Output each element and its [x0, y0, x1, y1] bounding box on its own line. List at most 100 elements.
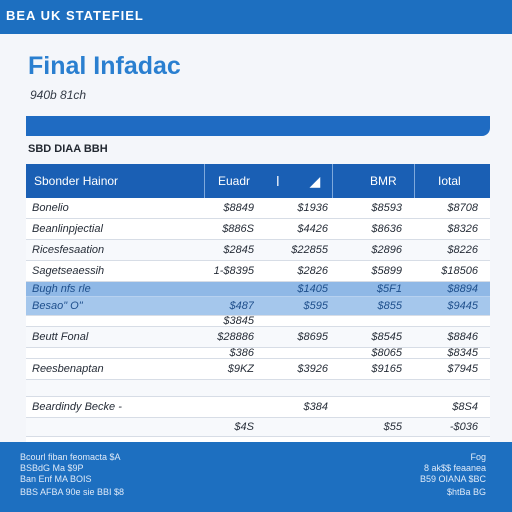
top-bar: BEA UK STATEFIEL: [0, 0, 512, 34]
table-body: Bonelio $8849 $1936 $8593 $8708 Beanlinpjecti…: [26, 198, 490, 458]
footer-text: B59 OIANA $BC: [419, 474, 486, 484]
section-label: SBD DIAA BBH: [28, 143, 108, 155]
table-cell: $8326: [447, 223, 478, 235]
header-divider: [204, 164, 205, 198]
table-cell: $8345: [447, 348, 478, 358]
footer-text: BBS AFBA 90e sie BBI $8: [20, 487, 125, 497]
column-header-a[interactable]: Euadr: [218, 174, 251, 188]
table-cell: $2845: [223, 244, 254, 256]
table-cell: [262, 380, 328, 396]
table-cell: $8894: [447, 283, 478, 295]
table-cell: [262, 348, 328, 358]
table-row[interactable]: $3845: [26, 316, 490, 327]
table-cell: $487: [229, 300, 254, 312]
table-cell: $2826: [297, 265, 328, 277]
sort-arrow-icon: ◢: [309, 173, 321, 189]
table-cell: [336, 380, 402, 396]
table-header: Sbonder Hainor Euadr ǀ ◢ BMR Iotal: [26, 164, 490, 198]
row-label: Sagetseaessih: [32, 265, 105, 277]
table-row[interactable]: $4S $55 -$036: [26, 418, 490, 437]
table-row[interactable]: Beutt Fonal $28886 $8695 $8545 $8846: [26, 327, 490, 348]
row-label: [32, 316, 192, 326]
data-table: Sbonder Hainor Euadr ǀ ◢ BMR Iotal Bonel…: [26, 164, 490, 458]
footer-text: 8 ak$$ feaanea: [423, 463, 486, 473]
table-cell: $3926: [297, 363, 328, 375]
row-label: Reesbenaptan: [32, 363, 104, 375]
table-cell: $8849: [223, 202, 254, 214]
row-label: Bonelio: [32, 202, 69, 214]
table-cell: $9165: [371, 363, 402, 375]
table-cell: [416, 380, 478, 396]
row-label: [32, 380, 192, 396]
footer-text: Fog: [470, 452, 486, 462]
sort-bar-icon: ǀ: [276, 173, 280, 189]
table-cell: [262, 316, 328, 326]
table-cell: $1936: [297, 202, 328, 214]
table-cell: $886S: [222, 223, 254, 235]
table-cell: $8708: [447, 202, 478, 214]
column-header-total[interactable]: Iotal: [438, 174, 461, 188]
table-cell: $28886: [217, 331, 254, 343]
table-cell: $8695: [297, 331, 328, 343]
table-cell: [336, 316, 402, 326]
table-cell: $1405: [297, 283, 328, 295]
page-subtitle: 940b 81ch: [30, 88, 87, 102]
row-label: Beutt Fonal: [32, 331, 89, 343]
table-cell: $4S: [234, 421, 254, 433]
row-label: Ricesfesaation: [32, 244, 105, 256]
table-cell: [196, 282, 254, 296]
footer-text: BSBdG Ma $9P: [20, 463, 84, 473]
column-header-bmr[interactable]: BMR: [370, 174, 397, 188]
footer-text: Ban Enf MA BOIS: [20, 474, 92, 484]
table-cell: [416, 316, 478, 326]
row-label: Beardindy Becke -: [32, 401, 122, 413]
row-label: Besao" O": [32, 300, 83, 312]
table-row[interactable]: Beardindy Becke - $384 $8S4: [26, 397, 490, 418]
table-row[interactable]: Reesbenaptan $9KZ $3926 $9165 $7945: [26, 359, 490, 380]
table-row[interactable]: $386 $8065 $8345: [26, 348, 490, 359]
page-title: Final Infadac: [28, 52, 181, 80]
table-cell: $8226: [447, 244, 478, 256]
table-cell: $3845: [223, 316, 254, 326]
table-cell: $386: [229, 348, 254, 358]
table-cell: [336, 397, 402, 417]
table-cell: [196, 397, 254, 417]
table-cell: $55: [383, 421, 402, 433]
table-cell: 1-$8395: [213, 265, 254, 277]
table-cell: $8545: [371, 331, 402, 343]
table-cell: $8846: [447, 331, 478, 343]
table-row[interactable]: Beanlinpjectial $886S $4426 $8636 $8326: [26, 219, 490, 240]
table-cell: $595: [303, 300, 328, 312]
table-row[interactable]: Bonelio $8849 $1936 $8593 $8708: [26, 198, 490, 219]
table-cell: -$036: [449, 421, 478, 433]
table-cell: [196, 380, 254, 396]
column-header-sort[interactable]: ǀ ◢: [276, 164, 332, 198]
table-row[interactable]: Ricesfesaation $2845 $22855 $2896 $8226: [26, 240, 490, 261]
table-cell: $855: [377, 300, 402, 312]
table-cell: $8636: [371, 223, 402, 235]
column-header-name[interactable]: Sbonder Hainor: [34, 174, 119, 188]
table-cell: $8S4: [452, 401, 478, 413]
footer: Bcourl fiban feomacta $A BSBdG Ma $9P Ba…: [0, 442, 512, 512]
table-row[interactable]: Besao" O" $487 $595 $855 $9445: [26, 297, 490, 316]
row-label: Bugh nfs rle: [32, 283, 91, 295]
footer-text: $htBa BG: [446, 487, 486, 497]
table-row[interactable]: Bugh nfs rle $1405 $5F1 $8894: [26, 282, 490, 297]
table-row[interactable]: Sagetseaessih 1-$8395 $2826 $5899 $18506: [26, 261, 490, 282]
table-cell: $384: [303, 401, 328, 413]
table-cell: $22855: [291, 244, 328, 256]
table-row[interactable]: [26, 380, 490, 397]
table-cell: $8065: [371, 348, 402, 358]
table-cell: $9KZ: [227, 363, 254, 375]
table-cell: $8593: [371, 202, 402, 214]
table-cell: $7945: [447, 363, 478, 375]
header-divider: [332, 164, 333, 198]
row-label: [32, 348, 192, 358]
row-label: Beanlinpjectial: [32, 223, 103, 235]
table-cell: $9445: [447, 300, 478, 312]
table-cell: $18506: [441, 265, 478, 277]
table-cell: $5899: [371, 265, 402, 277]
table-cell: $2896: [371, 244, 402, 256]
table-cell: $5F1: [376, 283, 402, 295]
app-title: BEA UK STATEFIEL: [6, 8, 144, 23]
